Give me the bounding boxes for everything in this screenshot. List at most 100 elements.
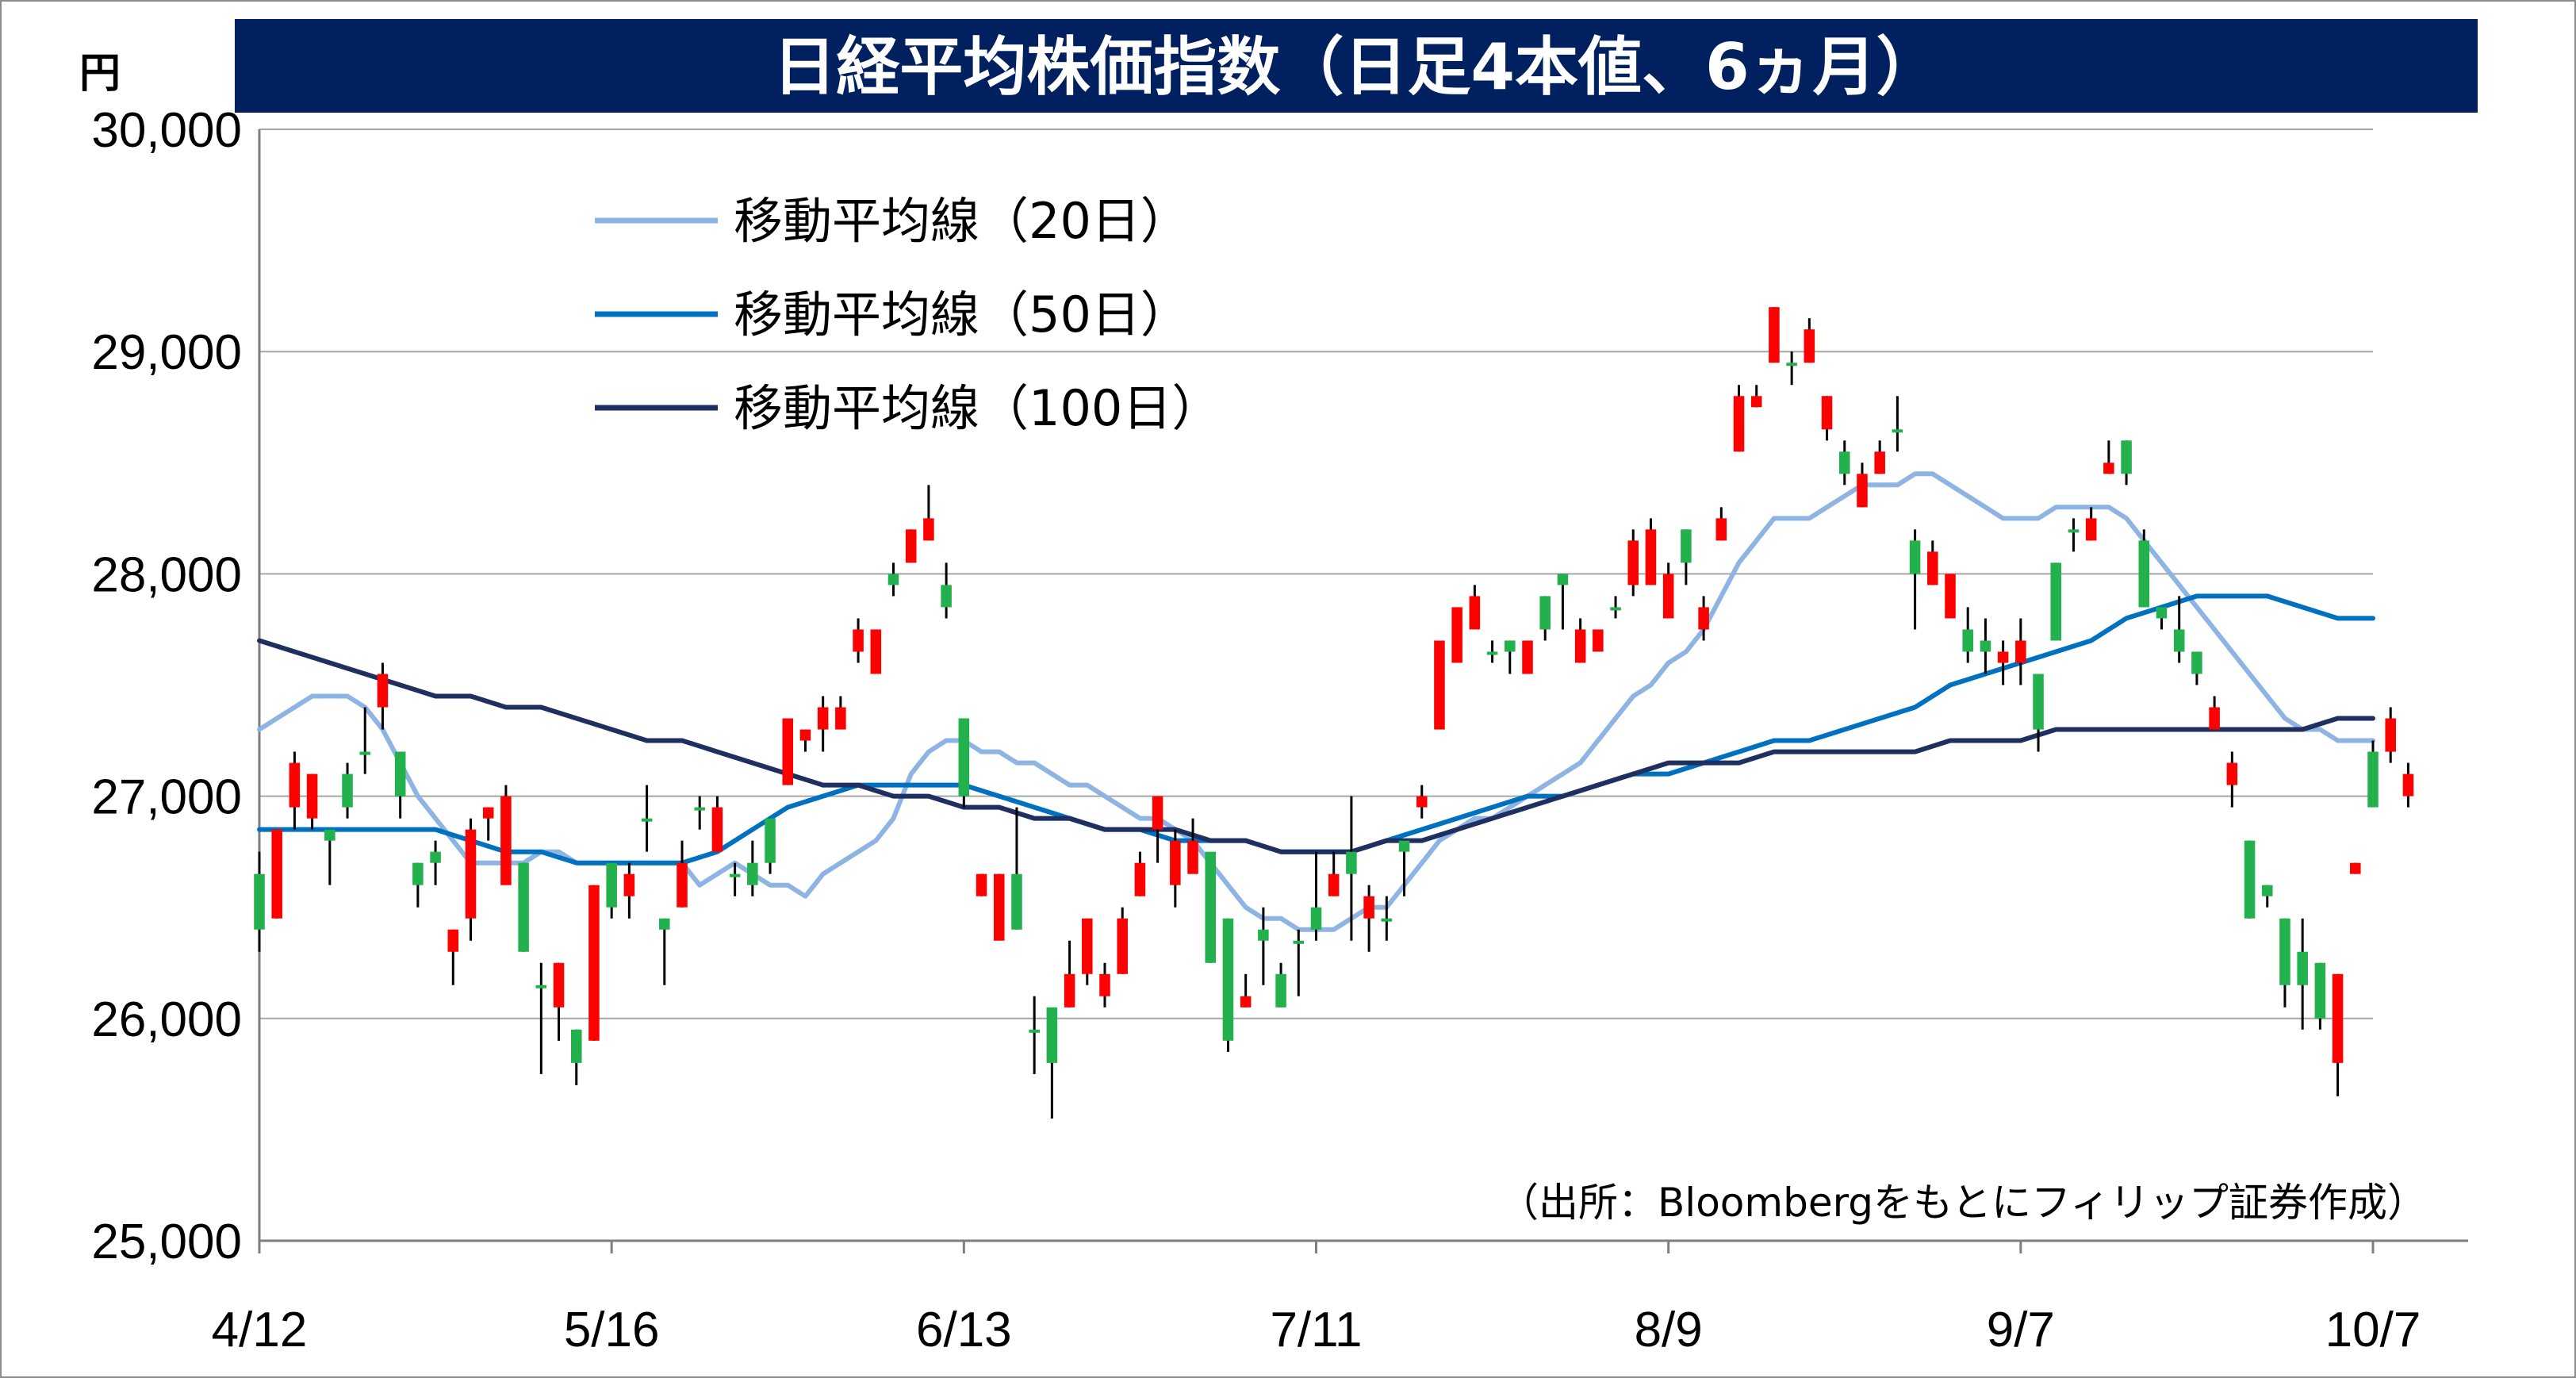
candle-down	[465, 829, 477, 919]
x-tick-label: 4/12	[212, 1303, 308, 1357]
x-tick-label: 7/11	[1270, 1303, 1362, 1357]
source-note: （出所：Bloombergをもとにフィリップ証券作成）	[1499, 1180, 2427, 1226]
candle-up	[694, 807, 705, 811]
candle-up	[1346, 851, 1357, 874]
x-tick-label: 5/16	[564, 1303, 660, 1357]
candle-up	[2138, 540, 2150, 608]
candle-down	[1416, 796, 1428, 808]
y-tick-label: 29,000	[91, 325, 242, 380]
candle-down	[1117, 918, 1128, 974]
candle-up	[887, 574, 899, 585]
candle-up	[1505, 640, 1516, 652]
candle-down	[1363, 896, 1374, 919]
candle-down	[853, 629, 864, 652]
candle-down	[1698, 607, 1709, 630]
candle-up	[570, 1029, 582, 1063]
candle-up	[1786, 363, 1797, 367]
candle-down	[377, 674, 389, 708]
candle-down	[1451, 607, 1462, 663]
candle-up	[2279, 918, 2290, 985]
candle-down	[289, 762, 301, 808]
candle-down	[1170, 840, 1181, 885]
legend-label: 移動平均線（100日）	[734, 379, 1221, 437]
candle-down	[1750, 396, 1762, 408]
candle-down	[271, 829, 282, 919]
candle-up	[1258, 929, 1269, 941]
candle-down	[482, 807, 494, 819]
candles	[254, 307, 2414, 1119]
candle-down	[2402, 773, 2414, 796]
candle-down	[1469, 596, 1481, 630]
y-unit-label: 円	[79, 50, 121, 98]
candle-up	[1892, 429, 1903, 433]
candle-down	[1064, 973, 1075, 1008]
candle-down	[923, 518, 934, 541]
candle-down	[2085, 518, 2097, 541]
candle-up	[958, 718, 970, 796]
candle-down	[905, 529, 917, 563]
candle-up	[941, 585, 952, 608]
candle-up	[2033, 674, 2044, 730]
candle-up	[2191, 651, 2202, 674]
candle-up	[430, 851, 441, 863]
candle-up	[2156, 607, 2168, 619]
chart-title: 日経平均株価指数（日足4本値、6ヵ月）	[772, 30, 1939, 104]
candle-down	[677, 862, 688, 908]
candle-down	[870, 629, 882, 674]
candle-up	[1980, 640, 1991, 652]
candle-down	[2209, 707, 2220, 730]
candle-down	[1645, 529, 1657, 585]
title-bar-background	[235, 19, 2478, 113]
candle-down	[1627, 540, 1639, 585]
candle-up	[1962, 629, 1973, 652]
candle-down	[782, 718, 794, 785]
candle-down	[1574, 629, 1586, 663]
candle-down	[993, 873, 1005, 941]
candle-up	[765, 818, 776, 863]
candle-up	[729, 873, 741, 877]
candle-down	[623, 873, 635, 896]
candle-down	[1997, 651, 2009, 663]
candle-down	[1434, 640, 1445, 730]
candle-up	[2297, 951, 2308, 985]
candle-down	[1152, 796, 1163, 830]
candle-up	[2173, 629, 2185, 652]
candle-up	[1381, 918, 1393, 922]
y-tick-label: 26,000	[91, 992, 242, 1047]
candle-up	[2367, 751, 2379, 808]
x-tick-label: 10/7	[2325, 1303, 2421, 1357]
candle-down	[500, 796, 512, 885]
candle-up	[2068, 529, 2080, 533]
candle-down	[553, 962, 565, 1008]
legend: 移動平均線（20日） 移動平均線（50日） 移動平均線（100日）	[595, 192, 1221, 437]
candle-down	[2350, 862, 2361, 874]
candle-down	[1328, 873, 1340, 896]
candle-up	[1681, 529, 1692, 563]
candle-down	[1804, 329, 1815, 363]
candle-up	[1029, 1029, 1040, 1033]
candle-down	[711, 807, 723, 852]
candle-up	[1610, 607, 1621, 611]
candle-up	[394, 751, 406, 796]
x-tick-label: 6/13	[916, 1303, 1012, 1357]
candle-down	[1927, 551, 1938, 585]
candle-down	[1945, 574, 1956, 619]
candle-down	[1715, 518, 1727, 541]
candle-down	[1593, 629, 1604, 652]
candle-up	[2121, 440, 2132, 474]
candle-down	[588, 885, 600, 1041]
candle-down	[2015, 640, 2026, 663]
candle-up	[412, 862, 424, 885]
candle-up	[324, 829, 335, 841]
candle-up	[1293, 940, 1305, 944]
candle-down	[2103, 463, 2114, 474]
candle-down	[1769, 307, 1780, 363]
candle-up	[1486, 651, 1498, 655]
candle-up	[1046, 1007, 1058, 1063]
candle-down	[2226, 762, 2238, 785]
gridlines	[259, 129, 2373, 1019]
candle-up	[1310, 907, 1322, 930]
candle-down	[1082, 918, 1093, 974]
candle-down	[799, 729, 811, 741]
